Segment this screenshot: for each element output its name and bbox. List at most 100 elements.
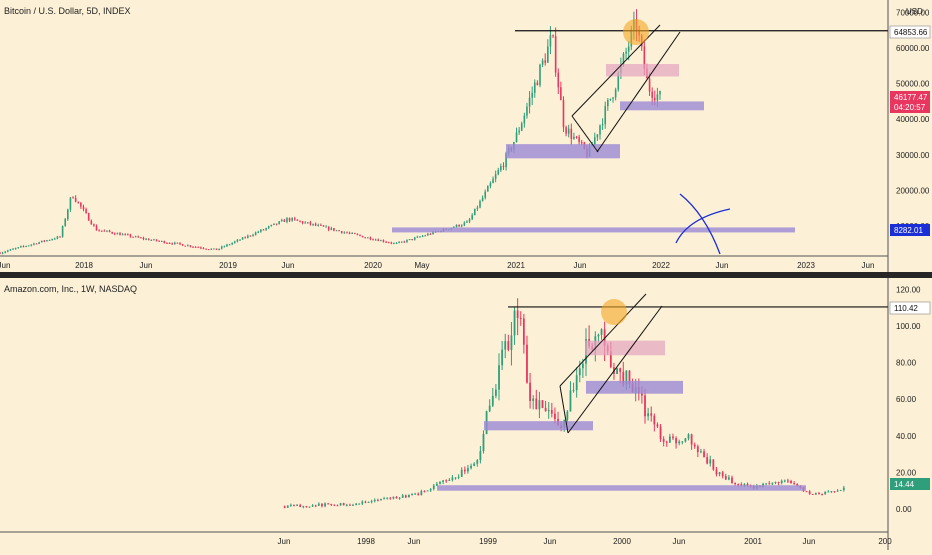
candle-up [121,234,124,236]
candle-down [129,234,132,237]
candle-down [387,242,390,244]
candle-up [622,53,625,65]
candle-up [343,232,346,234]
candle-down [502,166,505,168]
candle-up [765,483,768,485]
candle-up [226,244,228,247]
x-tick-label: Jun [0,261,10,270]
y-tick-label: 70000.00 [896,8,930,17]
candle-down [526,344,528,383]
candle-down [288,218,291,221]
y-tick-label: 60000.00 [896,44,930,53]
candle-down [529,382,531,401]
x-tick-label: 2018 [75,261,93,270]
candle-up [406,239,408,243]
candle-up [538,400,541,410]
bitcoin-chart[interactable]: 70000.00 60000.00 50000.00 40000.00 30000.00… [0,0,932,272]
resistance-zone [606,64,679,77]
candle-down [445,480,448,482]
candle-up [656,94,659,101]
candle-up [64,219,67,227]
candle-up [774,482,777,484]
candle-down [706,457,709,464]
candle-down [293,504,295,506]
candle-down [192,246,194,248]
candle-down [562,100,565,128]
candle-up [270,224,273,227]
candle-up [523,115,526,124]
candle-down [111,232,113,234]
x-tick-label: May [414,261,429,270]
candle-up [612,97,614,99]
candle-up [489,183,492,187]
candle-down [348,232,351,234]
candle-down [330,503,333,505]
candle-up [435,483,438,486]
candle-down [790,480,792,484]
candle-up [67,209,69,220]
candle-down [665,441,668,443]
candle-up [106,230,108,232]
bitcoin-chart-panel[interactable]: 70000.00 60000.00 50000.00 40000.00 30000.00… [0,0,932,272]
candle-down [275,223,278,225]
candle-down [108,230,111,233]
amazon-chart-panel[interactable]: 120.00 100.00 80.00 60.00 40.00 20.00 0.00 Jun 1… [0,278,932,550]
candle-down [85,209,87,214]
candle-up [56,236,59,239]
candle-up [414,493,417,495]
pane-separator[interactable] [0,272,932,278]
x-tick-label: Jun [803,537,816,546]
candle-up [520,123,523,131]
candle-down [541,400,544,408]
candle-up [515,132,518,143]
candle-up [307,222,309,224]
candle-up [260,229,262,232]
y-tick-label: 30000.00 [896,151,930,160]
candle-up [278,221,280,225]
candle-up [625,370,628,385]
candle-up [466,221,468,223]
candle-down [171,243,173,245]
price-label-text: 110.42 [894,304,918,313]
candle-up [286,505,289,508]
candle-down [197,246,200,248]
candle-up [247,235,249,238]
candle-up [439,481,441,484]
y-tick-label: 80.00 [896,359,917,368]
candle-down [403,241,406,243]
support-zone [437,485,806,491]
candle-up [61,226,64,237]
price-label-box [889,25,931,39]
bitcoin-chart-title: Bitcoin / U.S. Dollar, 5D, INDEX [4,6,131,16]
y-tick-label: 40000.00 [896,115,930,124]
candle-down [544,60,547,63]
channel-line [567,305,663,434]
candle-up [160,240,163,242]
candle-up [38,242,40,244]
candle-up [839,489,842,491]
amazon-chart[interactable]: 120.00 100.00 80.00 60.00 40.00 20.00 0.00 Jun 1… [0,278,932,550]
candle-down [650,413,653,416]
candle-up [604,106,607,125]
candle-up [339,503,342,506]
candle-up [367,501,370,503]
support-zone [392,227,795,233]
price-label-box [890,224,930,236]
candle-up [491,395,494,406]
candle-up [30,244,33,246]
candle-down [535,398,538,410]
candle-down [137,236,140,238]
candle-up [416,236,419,238]
candle-up [352,504,354,506]
candle-down [389,497,392,499]
candle-down [696,446,699,453]
channel-line [571,115,599,153]
candle-up [463,222,466,226]
candle-up [505,153,507,168]
candle-down [80,202,82,207]
candle-up [471,215,473,220]
candle-up [380,240,382,242]
candle-up [325,226,327,228]
candle-down [244,237,247,239]
candle-up [408,239,411,241]
